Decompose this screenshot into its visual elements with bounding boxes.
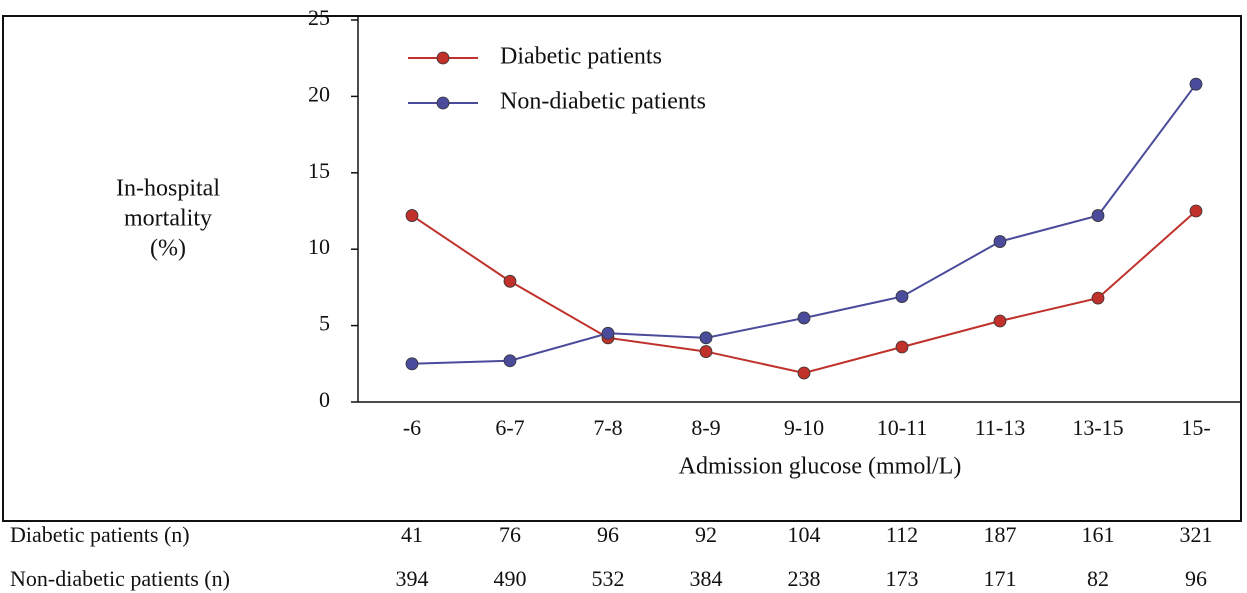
data-point [797,311,811,325]
data-point [699,345,713,358]
data-point [993,314,1007,328]
data-point [993,235,1007,248]
data-point [405,357,419,371]
data-point [895,340,909,354]
data-point [1091,291,1105,305]
row-value: 321 [1180,522,1213,547]
y-tick-label: 5 [319,311,330,336]
row-value: 238 [788,566,821,591]
x-tick-label: 7-8 [593,415,622,440]
row-value: 171 [984,566,1017,591]
row-value: 96 [597,522,619,547]
x-tick-label: 6-7 [495,415,524,440]
row-value: 532 [592,566,625,591]
row-label: Non-diabetic patients (n) [10,566,230,591]
x-tick-label: 15- [1181,415,1210,440]
row-value: 161 [1082,522,1115,547]
y-tick-label: 20 [308,81,330,106]
y-tick-label: 10 [308,234,330,259]
row-value: 92 [695,522,717,547]
legend-label: Non-diabetic patients [500,89,706,115]
data-point [503,354,517,368]
row-value: 82 [1087,566,1109,591]
row-value: 76 [499,522,521,547]
data-point [699,331,713,345]
data-point [797,366,811,380]
x-tick-label: -6 [403,415,421,440]
y-tick-label: 15 [308,158,330,183]
legend-marker [436,96,450,110]
row-value: 187 [984,522,1017,547]
y-axis-title: (%) [150,236,186,262]
x-tick-label: 9-10 [784,415,824,440]
series-line [411,210,1197,374]
row-value: 41 [401,522,423,547]
y-axis-title: mortality [124,206,212,232]
row-value: 104 [788,522,821,547]
x-axis-title: Admission glucose (mmol/L) [679,454,962,480]
row-value: 384 [690,566,723,591]
data-point [1189,77,1203,91]
data-point [405,209,419,222]
y-tick-label: 25 [308,5,330,30]
row-value: 112 [886,522,918,547]
data-point [1091,209,1105,222]
x-tick-label: 8-9 [691,415,720,440]
x-tick-label: 10-11 [877,415,928,440]
legend-marker [436,51,450,65]
row-value: 96 [1185,566,1207,591]
data-point [601,326,615,340]
x-tick-label: 11-13 [975,415,1026,440]
x-tick-label: 13-15 [1072,415,1123,440]
data-point [895,290,909,303]
row-value: 394 [396,566,429,591]
row-label: Diabetic patients (n) [10,522,190,547]
data-point [1189,204,1203,218]
row-value: 173 [886,566,919,591]
row-value: 490 [494,566,527,591]
y-axis-title: In-hospital [116,176,220,202]
y-tick-label: 0 [319,387,330,412]
data-point [503,274,517,288]
legend-label: Diabetic patients [500,44,662,70]
frame [2,15,1242,522]
